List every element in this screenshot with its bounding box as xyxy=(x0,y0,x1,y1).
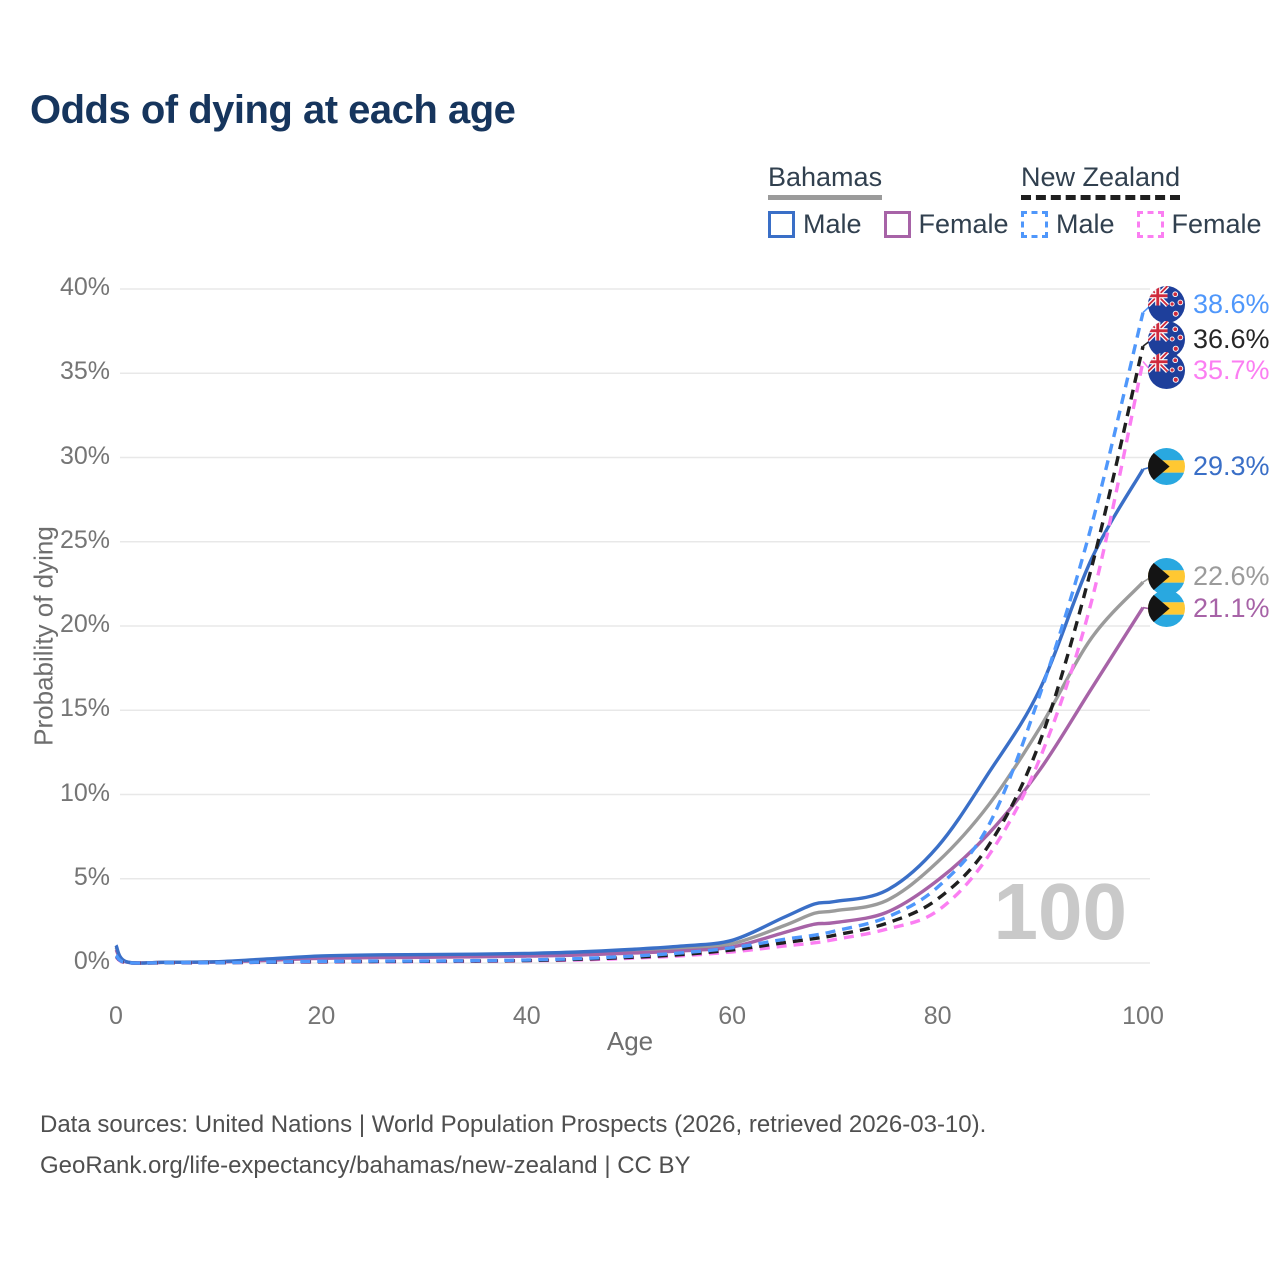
end-value: 22.6% xyxy=(1193,561,1270,591)
legend-item-label: Male xyxy=(1056,209,1115,239)
end-label-bahamas-female: 21.1% xyxy=(1148,590,1270,627)
x-tick-label-20: 20 xyxy=(307,1002,336,1030)
end-value: 38.6% xyxy=(1193,289,1270,319)
end-label-new-zealand-male: 38.6% xyxy=(1148,286,1270,323)
y-tick-label-15: 15% xyxy=(59,694,110,723)
line-swatch-icon xyxy=(1136,211,1164,238)
new-zealand-flag-icon xyxy=(1148,286,1185,323)
data-sources-footer: Data sources: United Nations | World Pop… xyxy=(40,1104,986,1186)
legend-item-new-zealand-male[interactable]: Male xyxy=(1021,209,1115,240)
bahamas-flag-icon xyxy=(1148,590,1185,627)
curve-new-zealand-male[interactable] xyxy=(114,312,1145,965)
attribution-line: GeoRank.org/life-expectancy/bahamas/new-… xyxy=(40,1152,691,1179)
x-tick-label-100: 100 xyxy=(1122,1002,1164,1030)
y-tick-label-30: 30% xyxy=(59,441,110,470)
legend-item-new-zealand-female[interactable]: Female xyxy=(1136,209,1262,240)
end-label-new-zealand-female: 35.7% xyxy=(1148,352,1270,389)
x-tick-label-80: 80 xyxy=(923,1002,952,1030)
y-tick-label-35: 35% xyxy=(59,357,110,386)
curve-new-zealand-both-sexes[interactable] xyxy=(114,345,1145,965)
end-value: 29.3% xyxy=(1193,451,1270,481)
bahamas-flag-icon xyxy=(1148,448,1185,485)
legend-item-bahamas-female[interactable]: Female xyxy=(883,209,1009,240)
x-tick-label-60: 60 xyxy=(718,1002,747,1030)
line-swatch-icon xyxy=(883,211,911,238)
curve-new-zealand-female[interactable] xyxy=(114,361,1145,965)
new-zealand-flag-icon xyxy=(1148,286,1185,323)
x-tick-label-0: 0 xyxy=(109,1002,123,1030)
line-swatch-icon xyxy=(768,211,795,238)
legend-item-label: Female xyxy=(918,209,1009,239)
bahamas-flag-icon xyxy=(1148,448,1185,485)
y-tick-label-0: 0% xyxy=(73,947,110,975)
y-tick-label-40: 40% xyxy=(59,273,110,301)
gridlines xyxy=(120,288,1150,964)
x-tick-label-40: 40 xyxy=(512,1002,541,1030)
legend-item-bahamas-male[interactable]: Male xyxy=(768,209,862,240)
curve-bahamas-female[interactable] xyxy=(114,606,1145,965)
age-watermark: 100 xyxy=(993,867,1127,956)
new-zealand-flag-icon xyxy=(1148,352,1185,389)
end-value: 21.1% xyxy=(1193,593,1270,623)
data-sources-line: Data sources: United Nations | World Pop… xyxy=(40,1111,987,1138)
line-swatch-icon xyxy=(1021,211,1048,238)
y-axis-title: Probability of dying xyxy=(28,526,59,746)
legend-item-label: Female xyxy=(1171,209,1262,239)
new-zealand-flag-icon xyxy=(1148,352,1185,389)
y-tick-label-20: 20% xyxy=(59,610,110,638)
legend-header-new-zealand: New Zealand xyxy=(1021,162,1181,200)
legend-group-new-zealand: New Zealand Male Female xyxy=(1021,162,1262,240)
legend-header-bahamas: Bahamas xyxy=(768,162,883,200)
y-tick-label-5: 5% xyxy=(73,862,110,891)
end-value: 35.7% xyxy=(1193,355,1270,385)
y-tick-label-25: 25% xyxy=(59,525,110,554)
x-axis-title: Age xyxy=(606,1026,654,1056)
legend-item-label: Male xyxy=(803,209,862,239)
legend-group-bahamas: Bahamas Male Female xyxy=(768,162,1009,240)
end-label-bahamas-both-sexes: 22.6% xyxy=(1148,558,1270,595)
bahamas-flag-icon xyxy=(1148,590,1185,627)
end-label-bahamas-male: 29.3% xyxy=(1148,448,1270,485)
page-title: Odds of dying at each age xyxy=(30,88,516,132)
curves xyxy=(114,312,1145,965)
end-value: 36.6% xyxy=(1193,324,1270,354)
curve-bahamas-male[interactable] xyxy=(114,468,1145,965)
y-tick-label-10: 10% xyxy=(59,778,110,807)
